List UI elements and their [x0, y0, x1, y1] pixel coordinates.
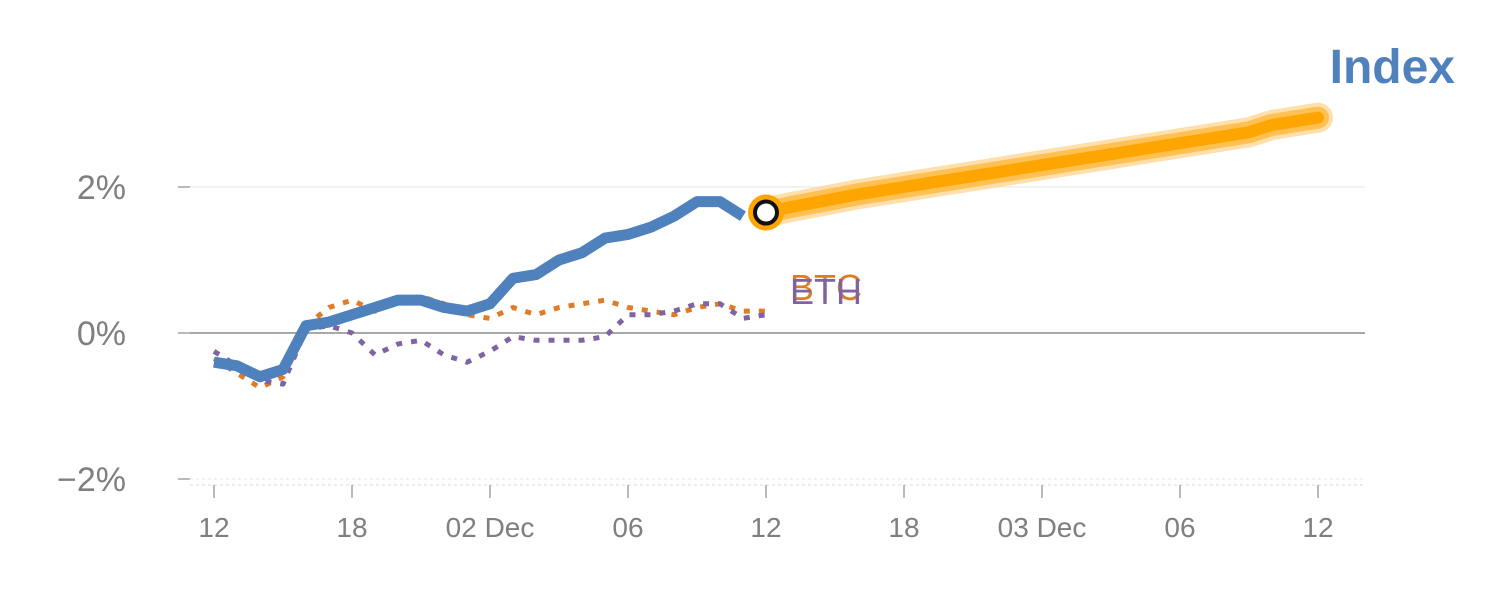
x-tick-label: 12: [750, 512, 781, 543]
series-line-index: [213, 196, 746, 383]
y-tick-label: 0%: [77, 315, 126, 353]
axes: −2% 0% 2% 12 18 02 Dec 06 12 18 03 Dec 06 12: [57, 169, 1365, 543]
current-point-marker: [753, 199, 779, 226]
chart-title: Index: [1330, 41, 1456, 94]
x-tick-label: 03 Dec: [998, 512, 1087, 543]
series-label-btc: BTC: [790, 267, 862, 308]
x-tick-label: 18: [336, 512, 367, 543]
grid: [190, 186, 1365, 480]
x-tick-label: 06: [1164, 512, 1195, 543]
x-tick-label: 18: [888, 512, 919, 543]
x-tick-label: 02 Dec: [446, 512, 535, 543]
x-tick-label: 12: [198, 512, 229, 543]
series-group: [212, 102, 1333, 391]
x-tick-label: 06: [612, 512, 643, 543]
series-label-eth: ETH: [790, 271, 862, 312]
series-line-forecast: [760, 111, 1324, 219]
y-tick-label: 2%: [77, 169, 126, 207]
x-tick-label: 12: [1302, 512, 1333, 543]
y-tick-label: −2%: [57, 461, 126, 499]
